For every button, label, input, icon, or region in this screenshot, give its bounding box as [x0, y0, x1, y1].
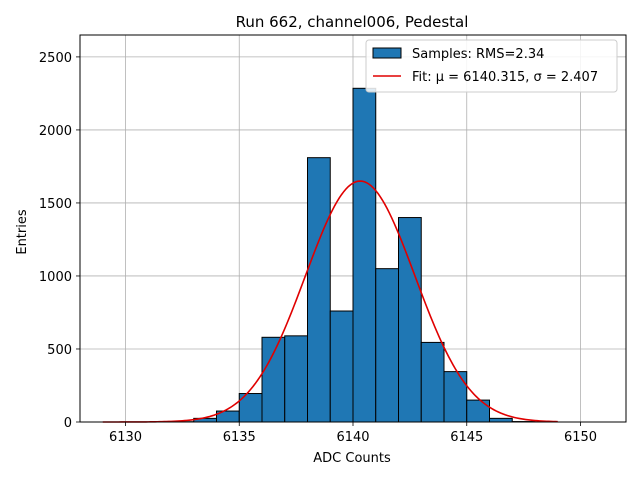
histogram-bar	[329, 310, 354, 423]
y-tick-label: 0	[64, 416, 72, 431]
histogram-bar	[443, 371, 468, 423]
histogram-bars	[170, 87, 536, 423]
histogram-bar	[261, 336, 286, 423]
histogram-bar	[466, 399, 490, 423]
gaussian-fit-curve	[102, 180, 558, 423]
x-tick-label: 6145	[450, 430, 483, 445]
x-tick-label: 6150	[564, 430, 597, 445]
legend: Samples: RMS=2.34 Fit: μ = 6140.315, σ =…	[365, 39, 618, 93]
y-tick-label: 2000	[39, 124, 72, 139]
legend-label-histogram: Samples: RMS=2.34	[412, 47, 544, 62]
chart-title: Run 662, channel006, Pedestal	[236, 13, 469, 31]
legend-swatch-histogram	[372, 47, 402, 59]
x-tick-label: 6130	[109, 430, 142, 445]
fit-curve-layer	[102, 180, 558, 423]
histogram-bar	[398, 217, 422, 423]
histogram-bar	[375, 268, 399, 423]
histogram-bar	[489, 417, 513, 423]
legend-box	[365, 39, 618, 93]
y-axis-label: Entries	[15, 209, 30, 255]
histogram-bar	[284, 335, 308, 423]
histogram-bar	[352, 87, 377, 423]
histogram-bar	[420, 341, 445, 423]
x-tick-label: 6135	[223, 430, 256, 445]
axis-ticks: 6130 6135 6140 6145 6150 0 500 1000 1500 2000 2500	[39, 51, 597, 445]
x-tick-label: 6140	[336, 430, 369, 445]
histogram-bar	[307, 157, 331, 423]
x-axis-label: ADC Counts	[313, 451, 391, 466]
y-tick-label: 500	[47, 343, 72, 358]
legend-label-fit: Fit: μ = 6140.315, σ = 2.407	[412, 70, 598, 85]
y-tick-label: 2500	[39, 51, 72, 66]
y-tick-label: 1500	[39, 197, 72, 212]
y-tick-label: 1000	[39, 270, 72, 285]
